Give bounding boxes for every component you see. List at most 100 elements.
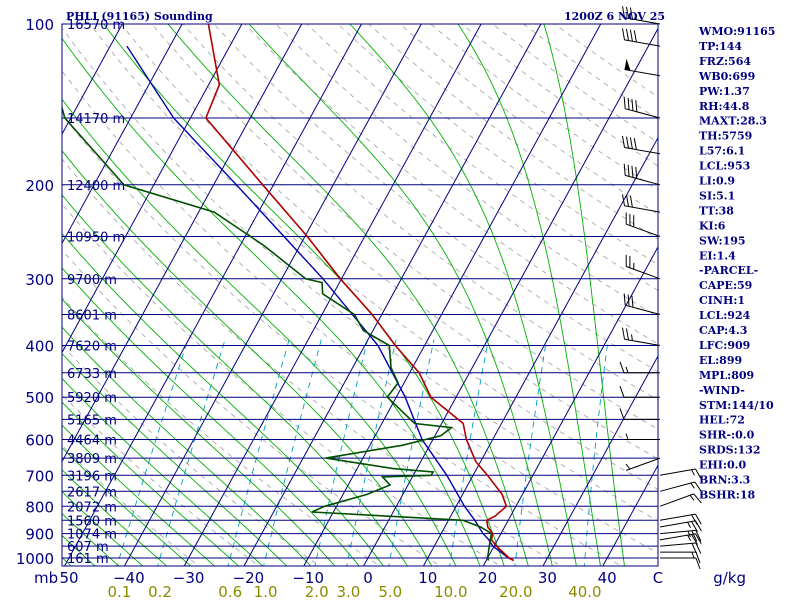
barb-half: [690, 482, 695, 489]
index-value: LFC:909: [699, 339, 750, 352]
wind-barb: [625, 457, 661, 471]
barb-staff: [625, 174, 661, 186]
barb-full: [626, 328, 629, 340]
barb-staff: [624, 205, 661, 213]
mixing-ratio-tick-label: 0.1: [107, 583, 131, 600]
moist-adiabat: [543, 24, 625, 566]
index-value: -PARCEL-: [699, 264, 758, 277]
barb-half: [689, 494, 695, 501]
isotherm: [62, 24, 243, 354]
index-value: MPL:809: [699, 369, 754, 382]
isotherm: [123, 24, 422, 566]
index-value: CAPE:59: [699, 279, 752, 292]
moist-adiabat: [248, 24, 553, 566]
temperature-tick-label: −20: [233, 569, 265, 587]
barb-full: [691, 530, 698, 542]
temperature-tick-label: −40: [113, 569, 145, 587]
barb-full: [623, 97, 626, 109]
pressure-tick-label: 900: [25, 526, 54, 544]
index-value: CAP:4.3: [699, 324, 747, 337]
dry-adiabat: [62, 158, 562, 566]
mixing-ratio-tick-label: 1.0: [254, 583, 278, 600]
isobar-grid: [62, 24, 658, 559]
mixing-ratio-line: [449, 339, 489, 566]
index-value: BSHR:18: [699, 488, 755, 501]
mixing-ratio-tick-label: 20.0: [499, 583, 532, 600]
barb-full: [629, 137, 633, 149]
barb-flag: [624, 58, 631, 71]
barb-half: [634, 13, 637, 20]
temperature-trace: [204, 24, 515, 562]
barb-half: [691, 551, 695, 559]
index-value: LI:0.9: [699, 175, 735, 188]
wind-barb: [659, 481, 702, 492]
barb-staff: [624, 39, 661, 47]
wind-barb: [624, 58, 661, 77]
mixing-ratio-line: [514, 339, 547, 566]
barb-staff: [659, 542, 696, 547]
barb-full: [622, 135, 625, 148]
barb-full: [695, 530, 702, 542]
barb-staff: [626, 266, 661, 280]
barb-staff: [624, 17, 661, 25]
barb-staff: [626, 223, 661, 237]
temperature-axis-labels: 50 −40 −30 −20 −10 0 10 20 30 40 C: [59, 569, 663, 587]
barb-staff: [626, 457, 661, 471]
pressure-unit-label: mb: [34, 569, 58, 587]
pressure-tick-label: 1000: [16, 550, 54, 568]
barb-full: [695, 542, 702, 554]
isotherm: [183, 24, 482, 566]
wind-barb: [622, 135, 661, 155]
index-value: TP:144: [699, 40, 742, 53]
wind-barb: [622, 194, 661, 213]
height-label: 16570 m: [67, 18, 125, 33]
barb-full: [627, 98, 630, 110]
temperature-tick-label: 0: [363, 569, 373, 587]
barb-full: [619, 361, 625, 373]
height-label: 10950 m: [67, 231, 125, 246]
wind-barb: [619, 386, 660, 398]
index-value: CINH:1: [699, 294, 745, 307]
index-value: RH:44.8: [699, 100, 750, 113]
parcel-trace: [126, 45, 515, 562]
index-value: WMO:91165: [698, 25, 775, 38]
pressure-tick-label: 100: [25, 16, 54, 34]
barb-full: [693, 493, 702, 504]
height-labels: 16570 m 14170 m 12400 m 10950 m 9700 m 8601 m…: [67, 18, 125, 567]
barb-staff: [659, 468, 696, 476]
isotherm: [542, 355, 658, 566]
isotherm-grid: [62, 24, 658, 566]
index-value: WB0:699: [698, 70, 755, 83]
barb-full: [622, 327, 625, 340]
temperature-tick-label: 20: [478, 569, 497, 587]
mixing-ratio-tick-label: 2.0: [305, 583, 329, 600]
barb-staff: [659, 481, 695, 492]
index-value: LCL:924: [699, 309, 751, 322]
index-value: EHI:0.0: [699, 459, 746, 472]
stability-indices: WMO:91165 TP:144 FRZ:564 WB0:699 PW:1.37 RH:4…: [698, 25, 775, 501]
wind-barb: [625, 254, 661, 280]
mixing-ratio-tick-label: 5.0: [378, 583, 402, 600]
index-value: HEL:72: [699, 414, 745, 427]
barb-full: [633, 138, 637, 150]
temperature-tick-label: 50: [59, 569, 78, 587]
moist-adiabat: [62, 267, 360, 566]
barb-staff: [659, 513, 696, 521]
wind-barb: [659, 493, 702, 507]
barb-full: [631, 295, 634, 308]
mixing-ratio-line: [583, 339, 609, 566]
height-label: 6733 m: [67, 367, 117, 382]
barb-full: [626, 6, 629, 19]
height-label: 12400 m: [67, 179, 125, 194]
temperature-tick-label: 40: [598, 569, 617, 587]
barb-full: [622, 28, 625, 40]
wind-barb: [623, 293, 661, 315]
wind-barb: [619, 361, 660, 374]
height-label: 14170 m: [67, 112, 125, 127]
temperature-tick-label: C: [653, 569, 663, 587]
dry-adiabat: [244, 24, 658, 345]
wind-barb: [622, 28, 661, 47]
height-label: 5920 m: [67, 391, 117, 406]
pressure-axis-labels: 100 200 300 400 500 600 700 800 900 1000: [16, 16, 54, 568]
isotherm: [363, 27, 658, 566]
